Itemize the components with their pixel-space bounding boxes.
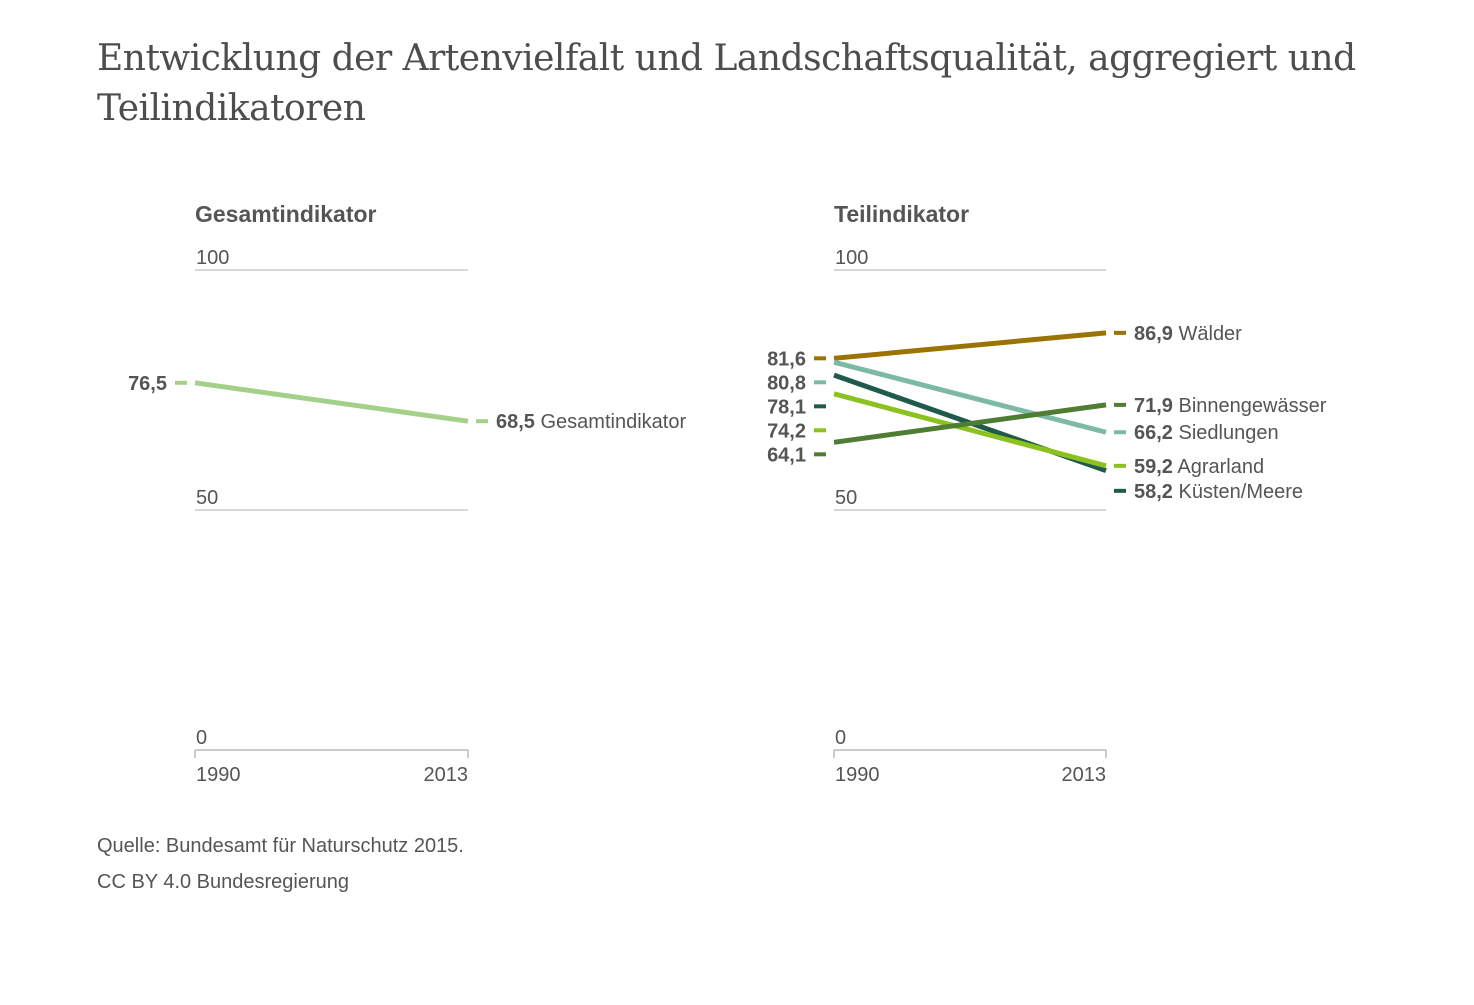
series-line	[833, 330, 1107, 361]
series-line	[833, 359, 1107, 435]
x-tick-label: 1990	[196, 764, 241, 786]
end-value-label: 59,2	[1134, 456, 1173, 478]
end-label: 68,5 Gesamtindikator	[496, 411, 686, 433]
series-name-label: Binnengewässer	[1173, 395, 1327, 417]
end-value-label: 71,9	[1134, 395, 1173, 417]
start-value-label: 80,8	[767, 372, 806, 394]
source-note: Quelle: Bundesamt für Naturschutz 2015.	[97, 835, 464, 857]
series-line	[194, 380, 469, 424]
y-tick-label: 0	[835, 727, 846, 749]
end-value-label: 68,5	[496, 411, 535, 433]
end-label: 71,9 Binnengewässer	[1134, 395, 1327, 417]
panel-title: Gesamtindikator	[195, 201, 377, 227]
series-name-label: Küsten/Meere	[1173, 481, 1303, 503]
end-value-label: 58,2	[1134, 481, 1173, 503]
start-value-label: 76,5	[128, 373, 167, 395]
y-tick-label: 0	[196, 727, 207, 749]
series-name-label: Agrarland	[1173, 456, 1264, 478]
start-value-label: 81,6	[767, 348, 806, 370]
x-tick-label: 2013	[424, 764, 469, 786]
y-tick-label: 100	[835, 247, 868, 269]
series-name-label: Gesamtindikator	[535, 411, 687, 433]
x-tick-label: 2013	[1062, 764, 1107, 786]
start-value-label: 78,1	[767, 396, 806, 418]
series-name-label: Wälder	[1173, 323, 1242, 345]
series-name-label: Siedlungen	[1173, 422, 1279, 444]
start-value-label: 74,2	[767, 420, 806, 442]
y-tick-label: 50	[196, 487, 218, 509]
end-label: 58,2 Küsten/Meere	[1134, 481, 1303, 503]
end-value-label: 66,2	[1134, 422, 1173, 444]
panel-title: Teilindikator	[834, 201, 969, 227]
license-note: CC BY 4.0 Bundesregierung	[97, 871, 350, 893]
end-label: 86,9 Wälder	[1134, 323, 1242, 345]
series-line	[833, 402, 1107, 445]
y-tick-label: 100	[196, 247, 229, 269]
chart-title: Entwicklung der Artenvielfalt und Landsc…	[97, 38, 1356, 129]
series-line	[833, 391, 1107, 469]
end-label: 59,2 Agrarland	[1134, 456, 1264, 478]
start-value-label: 64,1	[767, 444, 806, 466]
end-value-label: 86,9	[1134, 323, 1173, 345]
end-label: 66,2 Siedlungen	[1134, 422, 1279, 444]
y-tick-label: 50	[835, 487, 857, 509]
x-tick-label: 1990	[835, 764, 880, 786]
